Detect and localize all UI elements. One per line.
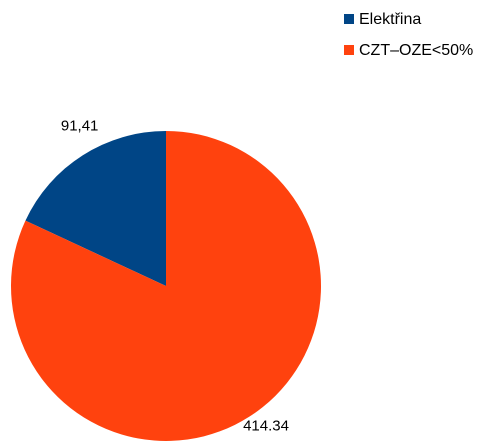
pie-slice-czt-oze: [11, 131, 322, 441]
pie-slice-elektrina: [25, 131, 167, 286]
pie-slices: [11, 131, 322, 441]
legend-swatch-elektrina: [344, 14, 354, 24]
data-label-elektrina: 91,41: [61, 117, 99, 134]
legend-swatch-czt-oze: [344, 45, 354, 55]
data-label-czt-oze: 414.34: [243, 417, 289, 434]
legend-label-elektrina: Elektřina: [359, 11, 421, 28]
legend: Elektřina CZT–OZE<50%: [344, 11, 473, 59]
data-labels: 91,41 414.34: [61, 117, 289, 434]
legend-label-czt-oze: CZT–OZE<50%: [359, 42, 473, 59]
